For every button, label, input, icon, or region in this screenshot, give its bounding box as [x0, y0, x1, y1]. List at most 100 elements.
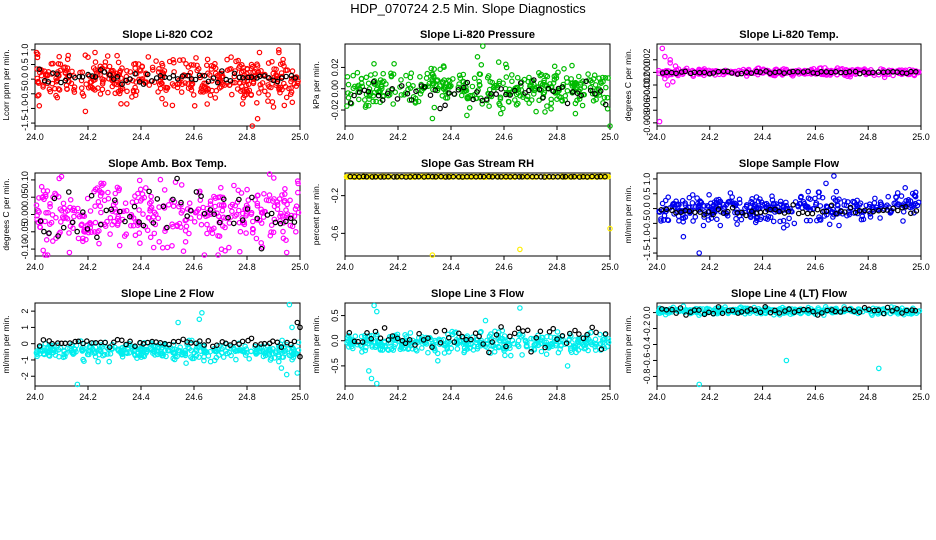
data-point [80, 235, 86, 242]
data-point [390, 101, 397, 107]
data-point [538, 174, 544, 180]
data-point [517, 331, 523, 337]
data-point [796, 201, 803, 207]
data-point [231, 182, 237, 189]
data-point [507, 333, 513, 340]
data-point [558, 342, 565, 348]
data-point [279, 192, 285, 198]
data-point [156, 66, 162, 72]
data-point [196, 214, 203, 220]
data-point [146, 200, 153, 207]
data-point [528, 346, 535, 352]
data-point [605, 75, 611, 81]
series-2 [37, 175, 298, 252]
data-point [44, 72, 51, 78]
data-point [875, 365, 882, 372]
x-tick-label: 25.0 [291, 392, 309, 402]
data-point [402, 331, 408, 338]
data-point [378, 83, 385, 90]
data-point [169, 243, 175, 249]
data-point [421, 84, 428, 90]
data-point [604, 94, 611, 101]
data-point [669, 207, 675, 214]
data-point [780, 217, 787, 224]
data-point [34, 66, 40, 72]
y-tick-label: -0.8 [642, 369, 652, 385]
panel-9: Slope Line 4 (LT) Flow 24.0 24.2 24.4 24.6 24… [623, 288, 930, 402]
data-point [801, 200, 808, 207]
x-tick-label: 24.2 [701, 262, 719, 272]
x-tick-label: 24.6 [807, 262, 825, 272]
data-point [479, 43, 486, 49]
data-point [706, 192, 712, 198]
data-point [193, 189, 200, 195]
data-point [256, 90, 262, 96]
data-point [147, 206, 154, 212]
data-point [380, 70, 387, 77]
data-point [541, 79, 547, 86]
data-point [907, 210, 914, 217]
data-point [180, 248, 187, 255]
data-point [150, 348, 157, 355]
data-point [266, 171, 273, 177]
data-point [182, 347, 188, 354]
data-point [271, 216, 278, 223]
data-point [176, 347, 182, 354]
data-point [770, 218, 777, 225]
data-point [728, 70, 735, 76]
y-tick-label: -0.02 [330, 100, 340, 121]
data-point [66, 73, 73, 79]
data-point [74, 381, 81, 388]
data-point [592, 347, 599, 353]
x-tick-label: 24.2 [389, 262, 407, 272]
data-point [237, 80, 243, 87]
data-point [229, 91, 235, 98]
data-point [243, 86, 250, 93]
data-point [159, 352, 165, 359]
data-point [669, 306, 675, 313]
data-point [266, 192, 273, 198]
data-point [667, 60, 674, 66]
data-point [165, 347, 171, 354]
data-point [762, 215, 769, 222]
data-point [171, 59, 177, 66]
data-point [248, 92, 255, 98]
data-point [669, 79, 676, 85]
data-point [97, 63, 104, 70]
data-point [153, 58, 159, 64]
data-point [239, 101, 246, 107]
data-point [544, 103, 550, 109]
data-point [201, 73, 208, 79]
data-point [663, 69, 670, 76]
data-point [267, 232, 274, 239]
data-point [216, 233, 223, 240]
data-point [71, 345, 78, 352]
y-tick-label: -0.008 [642, 110, 652, 136]
data-point [99, 81, 106, 87]
data-point [248, 335, 255, 342]
data-point [417, 74, 423, 80]
data-point [556, 93, 562, 100]
data-point [498, 86, 504, 92]
data-point [847, 204, 854, 211]
data-point [513, 102, 520, 108]
data-point [538, 337, 544, 343]
data-point [743, 212, 749, 219]
data-point [503, 343, 509, 350]
data-point [198, 193, 204, 200]
data-point [799, 209, 806, 216]
data-point [369, 174, 376, 180]
data-point [673, 210, 679, 216]
y-axis-label: percent per min. [311, 184, 321, 245]
data-point [501, 347, 507, 354]
data-point [511, 87, 518, 94]
data-point [701, 203, 708, 209]
data-point [538, 340, 544, 347]
data-point [568, 174, 574, 180]
data-point [445, 331, 451, 338]
x-tick-label: 24.4 [442, 392, 460, 402]
data-point [390, 71, 397, 78]
data-point [90, 65, 97, 71]
data-point [53, 214, 59, 221]
data-point [807, 217, 814, 224]
